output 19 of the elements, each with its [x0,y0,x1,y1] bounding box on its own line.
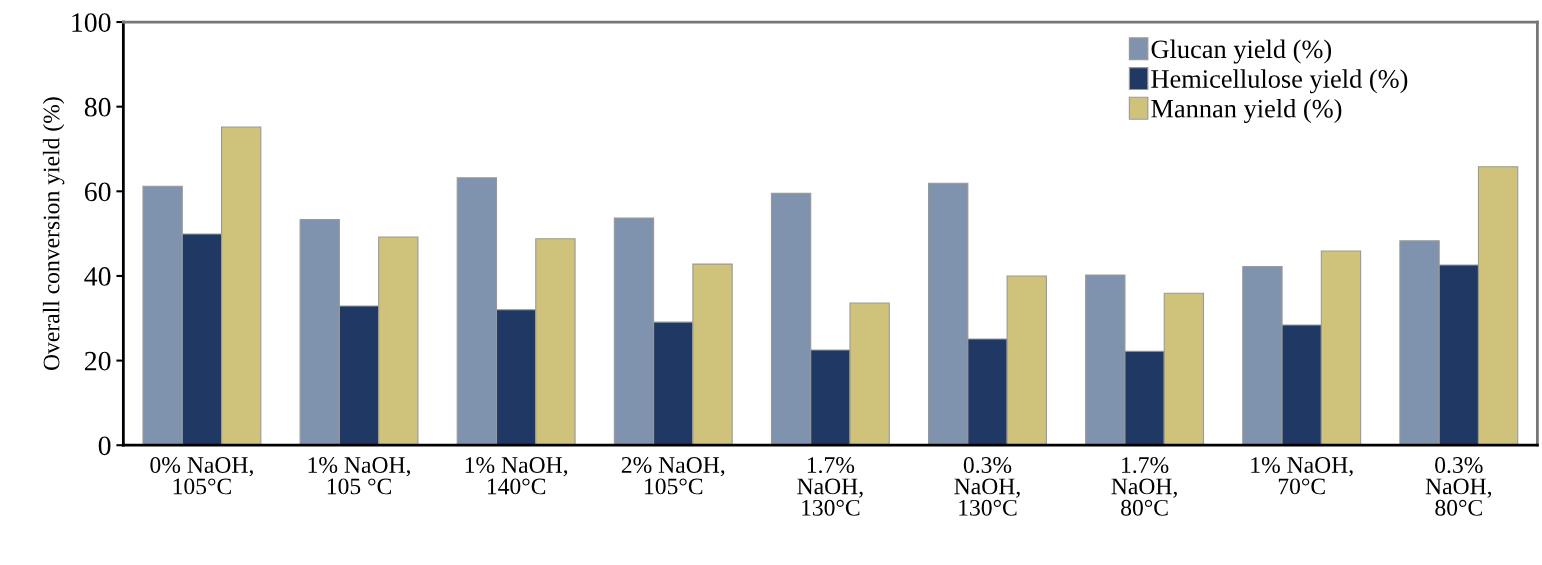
x-tick-label: 0% NaOH, 105°C [150,457,253,495]
x-tick-label: 0.3% NaOH, 130°C [954,457,1020,516]
x-tick-label: 2% NaOH, 105°C [621,457,725,495]
y-tick-label: 100 [72,13,111,32]
y-tick-label: 80 [84,97,111,117]
y-axis-title: Overall conversion yield (%) [42,97,65,371]
x-tick-label: 1% NaOH, 70°C [1251,457,1353,495]
y-tick-label: 20 [85,351,111,371]
x-tick-label: 1% NaOH, 105 °C [308,457,410,495]
x-tick-label: 1.7% NaOH, 130°C [797,457,863,516]
legend-label: Hemicellulose yield (%) [1151,69,1408,94]
y-tick-label: 60 [84,182,111,202]
x-tick-label: 0.3% NaOH, 80°C [1425,457,1492,516]
legend-label: Mannan yield (%) [1151,99,1342,124]
y-tick-label: 0 [98,436,111,456]
x-tick-label: 1.7% NaOH, 80°C [1111,457,1177,516]
legend-label: Glucan yield (%) [1151,39,1332,64]
x-tick-label: 1% NaOH, 140°C [465,457,568,495]
y-tick-label: 40 [84,267,111,286]
